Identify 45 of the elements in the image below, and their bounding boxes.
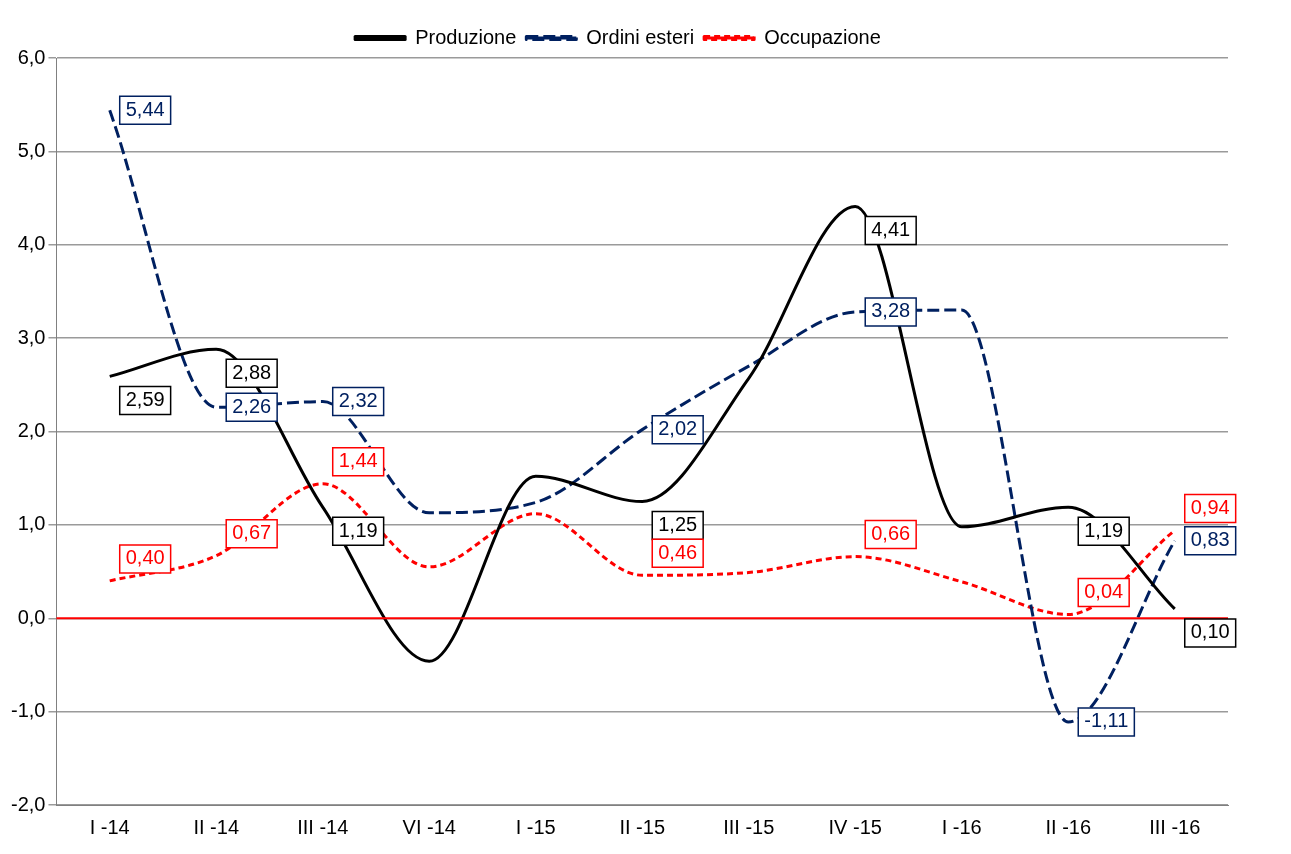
x-tick-label: VI -14 — [402, 815, 456, 838]
x-tick-label: II -14 — [193, 815, 240, 838]
data-label: 2,59 — [125, 387, 165, 410]
x-tick-label: III -15 — [723, 815, 775, 838]
data-label: 3,28 — [871, 299, 911, 322]
y-tick-label: -1,0 — [10, 699, 46, 722]
data-label: 2,32 — [338, 389, 378, 412]
legend-label: Produzione — [415, 25, 517, 48]
data-label: 2,02 — [658, 417, 698, 440]
data-label: 4,41 — [871, 217, 911, 240]
data-label: 2,26 — [232, 394, 272, 417]
data-label: 1,25 — [658, 513, 698, 536]
data-label: 1,19 — [1084, 518, 1124, 541]
data-label: 0,66 — [871, 522, 911, 545]
x-tick-label: III -14 — [297, 815, 349, 838]
data-label: 0,46 — [658, 540, 698, 563]
y-tick-label: 5,0 — [17, 138, 46, 161]
y-tick-label: 1,0 — [17, 512, 46, 535]
x-tick-label: III -16 — [1149, 815, 1201, 838]
y-tick-label: 0,0 — [17, 605, 46, 628]
data-label: 0,94 — [1190, 495, 1230, 518]
x-tick-label: II -15 — [619, 815, 666, 838]
x-tick-label: I -14 — [89, 815, 130, 838]
y-tick-label: -2,0 — [10, 792, 46, 815]
data-label: 0,40 — [125, 546, 165, 569]
x-tick-label: II -16 — [1045, 815, 1092, 838]
data-label: 0,83 — [1190, 528, 1230, 551]
data-label: -1,11 — [1084, 709, 1129, 732]
data-label: 0,67 — [232, 521, 272, 544]
x-tick-label: I -15 — [515, 815, 556, 838]
x-tick-label: IV -15 — [828, 815, 882, 838]
data-label: 0,10 — [1190, 620, 1230, 643]
line-series — [108, 204, 1177, 663]
y-tick-label: 2,0 — [17, 419, 46, 442]
legend-label: Ordini esteri — [586, 25, 695, 48]
data-label: 1,19 — [338, 518, 378, 541]
x-tick-label: I -16 — [941, 815, 982, 838]
data-label: 1,44 — [338, 449, 378, 472]
y-tick-label: 4,0 — [17, 232, 46, 255]
data-label: 0,04 — [1084, 580, 1124, 603]
y-tick-label: 3,0 — [17, 325, 46, 348]
y-tick-label: 6,0 — [17, 45, 46, 68]
data-label: 2,88 — [232, 360, 272, 383]
legend-label: Occupazione — [764, 25, 881, 48]
data-label: 5,44 — [125, 97, 165, 120]
